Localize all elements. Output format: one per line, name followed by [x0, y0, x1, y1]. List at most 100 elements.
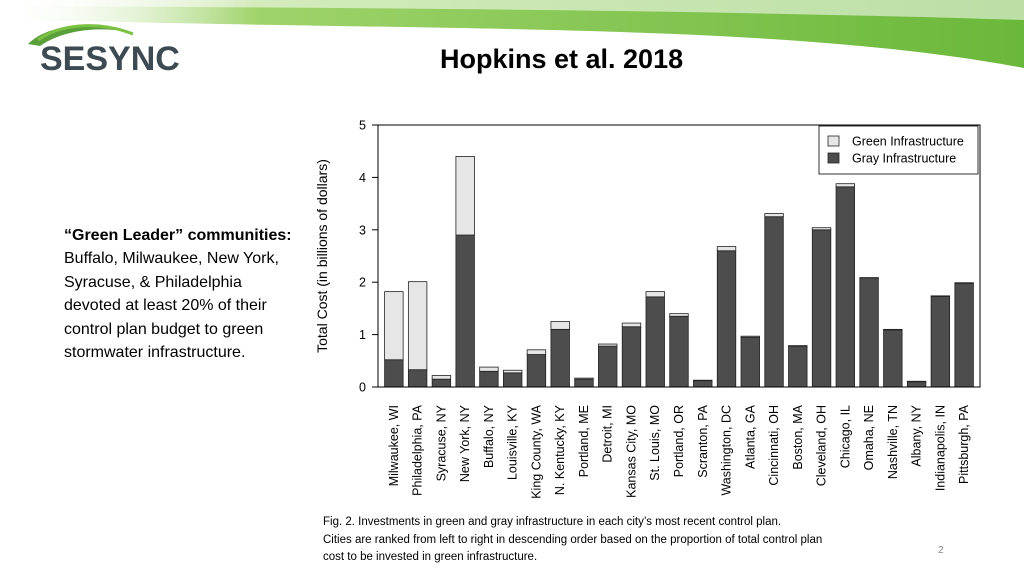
bar-green [526, 349, 547, 355]
bar-green [621, 322, 642, 328]
green-leader-heading: “Green Leader” communities: [64, 227, 292, 244]
y-tick-label: 2 [359, 276, 366, 290]
bar-green [693, 379, 713, 382]
y-axis-label: Total Cost (in billions of dollars) [314, 159, 330, 353]
bar-gray [645, 296, 665, 388]
bar-green [883, 328, 903, 331]
x-tick-label: Kansas City, MO [624, 405, 638, 498]
x-tick-label: Washington, DC [720, 405, 734, 496]
bar-green [740, 335, 760, 338]
bar-green [384, 291, 404, 361]
bar-green [930, 295, 951, 297]
bar-green [788, 345, 808, 347]
bar-gray [455, 234, 475, 388]
x-tick-label: St. Louis, MO [648, 405, 662, 481]
bar-gray [764, 216, 784, 388]
x-tick-label: Albany, NY [910, 404, 924, 466]
legend-box [818, 125, 979, 175]
green-leader-body: Buffalo, Milwaukee, New York, Syracuse, … [64, 250, 279, 362]
caption-line-3: cost to be invested in green infrastruct… [323, 551, 538, 563]
bar-gray [384, 359, 404, 388]
x-tick-label: Scranton, PA [696, 404, 710, 477]
plot-frame [377, 124, 981, 388]
x-tick-label: Philadelphia, PA [411, 404, 425, 495]
bar-gray [669, 315, 689, 388]
bar-gray [550, 328, 570, 388]
x-tick-label: N. Kentucky, KY [553, 404, 567, 495]
green-leader-text: “Green Leader” communities: Buffalo, Mil… [64, 224, 294, 364]
x-tick-label: Pittsburgh, PA [957, 404, 971, 484]
bar-gray [930, 295, 951, 388]
legend-swatch [827, 135, 840, 147]
page-number: 2 [938, 545, 944, 556]
cost-bar-chart: Total Cost (in billions of dollars) 0 1 2 3 4… [314, 119, 981, 499]
bar-green [859, 277, 879, 279]
bar-gray [859, 278, 879, 388]
x-tick-label: Cleveland, OH [815, 405, 829, 486]
y-tick-label: 0 [359, 381, 366, 395]
bar-gray [811, 229, 832, 388]
legend-label: Green Infrastructure [852, 135, 964, 149]
bar-gray [479, 370, 499, 388]
x-tick-label: Atlanta, GA [743, 404, 757, 469]
bar-gray [740, 336, 760, 388]
x-tick-label: Cincinnati, OH [767, 405, 781, 486]
x-tick-label: Louisville, KY [506, 404, 520, 480]
y-tick-label: 4 [359, 171, 366, 185]
x-tick-label: Omaha, NE [862, 405, 876, 470]
bar-gray [788, 345, 808, 388]
bar-gray [526, 354, 547, 388]
bar-gray [574, 378, 594, 388]
sesync-logo [28, 24, 134, 46]
bar-green [835, 183, 855, 188]
caption-line-2: Cities are ranked from left to right in … [323, 533, 823, 546]
y-tick-label: 1 [359, 328, 366, 342]
caption-line-1: Fig. 2. Investments in green and gray in… [323, 516, 782, 528]
x-tick-label: Portland, ME [577, 405, 591, 477]
header-swoosh [0, 0, 1024, 68]
x-tick-label: Portland, OR [672, 405, 686, 477]
bar-green [574, 377, 594, 380]
bar-gray [835, 186, 855, 388]
x-tick-label: Milwaukee, WI [387, 405, 401, 486]
bar-green [503, 369, 523, 374]
x-tick-label: King County, WA [529, 404, 543, 498]
bar-gray [906, 381, 927, 388]
x-tick-label: Chicago, IL [838, 405, 852, 468]
bar-gray [954, 282, 974, 388]
bar-green [407, 281, 428, 371]
bar-green [598, 343, 618, 347]
bar-green [669, 313, 689, 317]
legend-label: Gray Infrastructure [852, 152, 956, 166]
bar-green [645, 291, 665, 298]
figure-caption: Fig. 2. Investments in green and gray in… [323, 514, 943, 567]
bar-gray [716, 250, 737, 388]
x-tick-label: Indianapolis, IN [933, 405, 947, 491]
logo-text: SESYNC [40, 40, 180, 78]
x-tick-label: Buffalo, NY [482, 404, 496, 468]
bar-gray [407, 369, 428, 388]
bar-gray [431, 378, 452, 388]
legend-swatch [827, 152, 840, 164]
x-tick-label: Nashville, TN [886, 405, 900, 479]
bar-green [764, 213, 784, 218]
x-tick-label: New York, NY [458, 404, 472, 482]
bar-gray [883, 329, 903, 388]
bar-gray [503, 372, 523, 388]
bar-gray [598, 345, 618, 388]
page-title: Hopkins et al. 2018 [440, 44, 684, 74]
header-band [0, 0, 1024, 100]
bar-green [479, 366, 499, 372]
bar-green [811, 227, 832, 231]
bar-green [431, 375, 452, 380]
bar-green [455, 156, 475, 236]
x-tick-label: Boston, MA [791, 404, 805, 469]
y-tick-label: 3 [359, 223, 366, 237]
bar-green [716, 246, 737, 252]
x-tick-label: Syracuse, NY [434, 404, 448, 481]
bar-green [550, 321, 570, 330]
x-tick-label: Detroit, MI [601, 405, 615, 463]
bar-gray [621, 326, 642, 388]
y-tick-label: 5 [359, 119, 366, 133]
bar-green [954, 282, 974, 284]
